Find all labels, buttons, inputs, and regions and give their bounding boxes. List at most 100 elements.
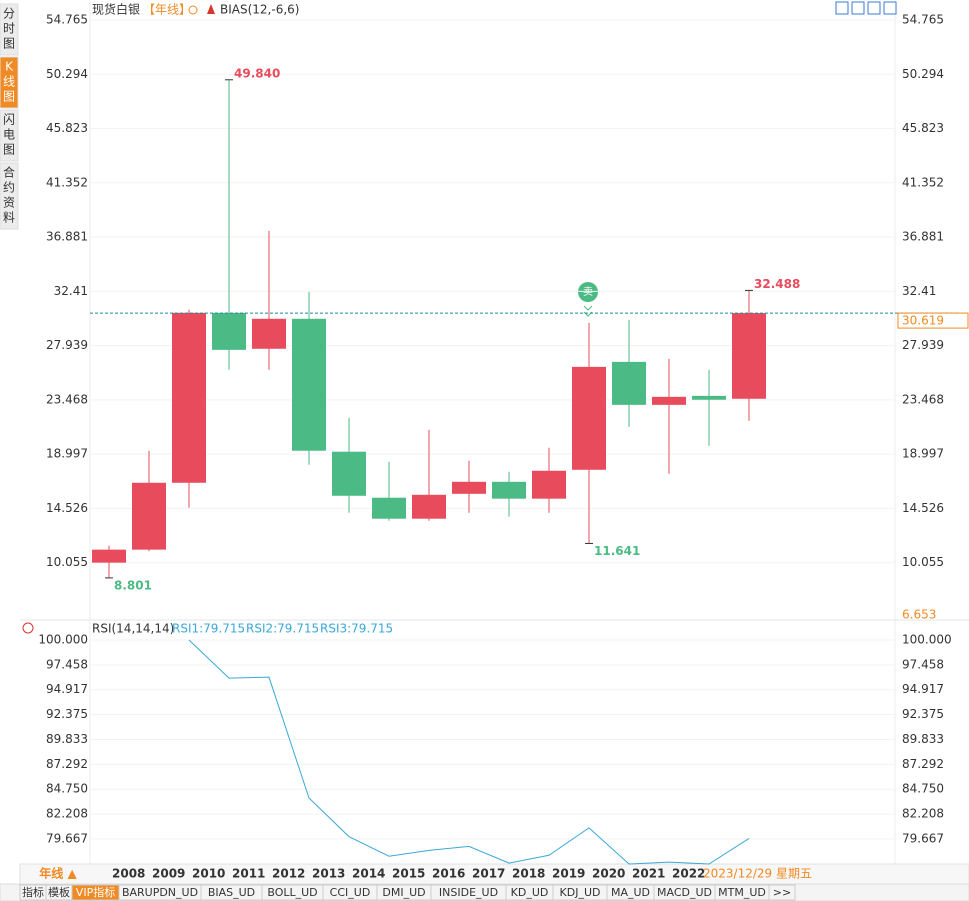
bottom-tab-label[interactable]: DMI_UD: [382, 886, 425, 899]
side-tab[interactable]: [0, 109, 19, 162]
side-tab-label: 图: [3, 37, 15, 51]
y-tick-label: 10.055: [46, 555, 88, 569]
x-tick-label: 2022: [672, 867, 705, 881]
bottom-tab[interactable]: [768, 884, 796, 901]
indicator: BIAS(12,-6,6): [220, 3, 299, 17]
y-tick-label: 87.292: [902, 757, 944, 771]
x-tick-label: 2016: [432, 867, 465, 881]
tool-button[interactable]: [835, 1, 849, 15]
candle-body: [732, 313, 766, 399]
candle-body: [412, 494, 446, 519]
tool-button[interactable]: [851, 1, 865, 15]
candle-body: [332, 451, 366, 496]
y-tick-label: 82.208: [902, 807, 944, 821]
period-button[interactable]: 年线 ▲: [39, 866, 77, 881]
y-tick-label: 18.997: [902, 447, 944, 461]
side-tab[interactable]: [0, 3, 19, 56]
y-tick-label: 32.41: [54, 284, 88, 298]
y-tick-label: 18.997: [46, 447, 88, 461]
bottom-tab-label[interactable]: INSIDE_UD: [439, 886, 498, 899]
side-tab-label: 合: [3, 165, 15, 180]
side-tab[interactable]: [0, 162, 19, 230]
candle-body: [292, 318, 326, 451]
legend-entry: RSI1:79.715: [172, 622, 245, 636]
candle-body: [132, 482, 166, 550]
tool-button[interactable]: [883, 1, 897, 15]
y-tick-label: 27.939: [46, 338, 88, 352]
x-tick-label: 2013: [312, 867, 345, 881]
y-tick-label: 32.41: [902, 284, 936, 298]
y-tick-label: 89.833: [902, 732, 944, 746]
side-tab-label: 电: [3, 128, 15, 142]
high-label: 49.840: [234, 66, 280, 80]
y-tick-label: 79.667: [46, 831, 88, 845]
icon: [207, 4, 215, 14]
bottom-tab-label[interactable]: MACD_UD: [657, 886, 712, 899]
bottom-tab-label[interactable]: BOLL_UD: [267, 886, 317, 899]
y-tick-label: 84.750: [46, 782, 88, 796]
side-tab-label: 闪: [3, 113, 15, 127]
bottom-tab-label[interactable]: 指标: [22, 885, 44, 899]
bottom-tab-label[interactable]: >>: [773, 886, 791, 899]
y-tick-label: 87.292: [46, 757, 88, 771]
y-tick-label: 94.917: [902, 682, 944, 696]
y-tick-label: 50.294: [902, 67, 944, 81]
rsi-line: [188, 639, 750, 865]
side-tab-label: 料: [3, 211, 15, 225]
y-tick-label: 45.823: [46, 121, 88, 135]
bottom-tab-label[interactable]: 模板: [48, 885, 70, 899]
bottom-tab-label[interactable]: VIP指标: [76, 885, 115, 899]
y-tick-label: 84.750: [902, 782, 944, 796]
y-tick-label: 54.765: [902, 13, 944, 27]
y-tick-label: 94.917: [46, 682, 88, 696]
bottom-tab-label[interactable]: KD_UD: [511, 886, 549, 899]
x-tick-label: 2009: [152, 867, 185, 881]
bottom-tab-label[interactable]: BIAS_UD: [208, 886, 255, 899]
y-tick-label: 92.375: [902, 707, 944, 721]
low-label: 8.801: [114, 578, 152, 592]
last-price-label: 30.619: [902, 314, 944, 328]
y-tick-label: 82.208: [46, 807, 88, 821]
x-tick-label: 2023/12/29 星期五: [703, 867, 812, 881]
settings-icon[interactable]: [22, 622, 34, 634]
y-tick-label: 54.765: [46, 13, 88, 27]
bottom-tab-label[interactable]: MA_UD: [611, 886, 650, 899]
chart-title: 现货白银: [92, 2, 140, 17]
bottom-tab-label[interactable]: MTM_UD: [718, 886, 766, 899]
bottom-tab-label[interactable]: KDJ_UD: [560, 886, 601, 899]
candle-body: [572, 366, 606, 470]
candle-body: [652, 396, 686, 405]
x-tick-label: 2014: [352, 867, 385, 881]
legend-entry: RSI3:79.715: [320, 622, 393, 636]
signal-label: 卖: [583, 286, 593, 298]
y-min-label: 6.653: [902, 608, 936, 622]
candle-body: [452, 481, 486, 494]
icon[interactable]: [188, 5, 198, 15]
x-tick-label: 2018: [512, 867, 545, 881]
y-tick-label: 79.667: [902, 831, 944, 845]
y-tick-label: 27.939: [902, 338, 944, 352]
signal-marker: [578, 282, 598, 302]
y-tick-label: 23.468: [46, 392, 88, 406]
x-tick-label: 2012: [272, 867, 305, 881]
y-tick-label: 36.881: [902, 230, 944, 244]
candle-body: [172, 312, 206, 483]
y-tick-label: 41.352: [46, 175, 88, 189]
side-tab-label: 图: [3, 90, 15, 104]
side-tab-label: 分: [3, 7, 15, 21]
tool-button[interactable]: [867, 1, 881, 15]
x-tick-label: 2011: [232, 867, 265, 881]
candle-body: [212, 312, 246, 350]
side-tab[interactable]: [0, 56, 19, 109]
candle-body: [532, 470, 566, 499]
bottom-tab-label[interactable]: BARUPDN_UD: [122, 886, 198, 899]
bottom-tab-label[interactable]: CCI_UD: [330, 886, 371, 899]
y-tick-label: 23.468: [902, 392, 944, 406]
candle-body: [252, 318, 286, 349]
x-tick-label: 2020: [592, 867, 625, 881]
x-tick-label: 2021: [632, 867, 665, 881]
candle-body: [612, 361, 646, 405]
y-tick-label: 92.375: [46, 707, 88, 721]
y-tick-label: 14.526: [46, 501, 88, 515]
